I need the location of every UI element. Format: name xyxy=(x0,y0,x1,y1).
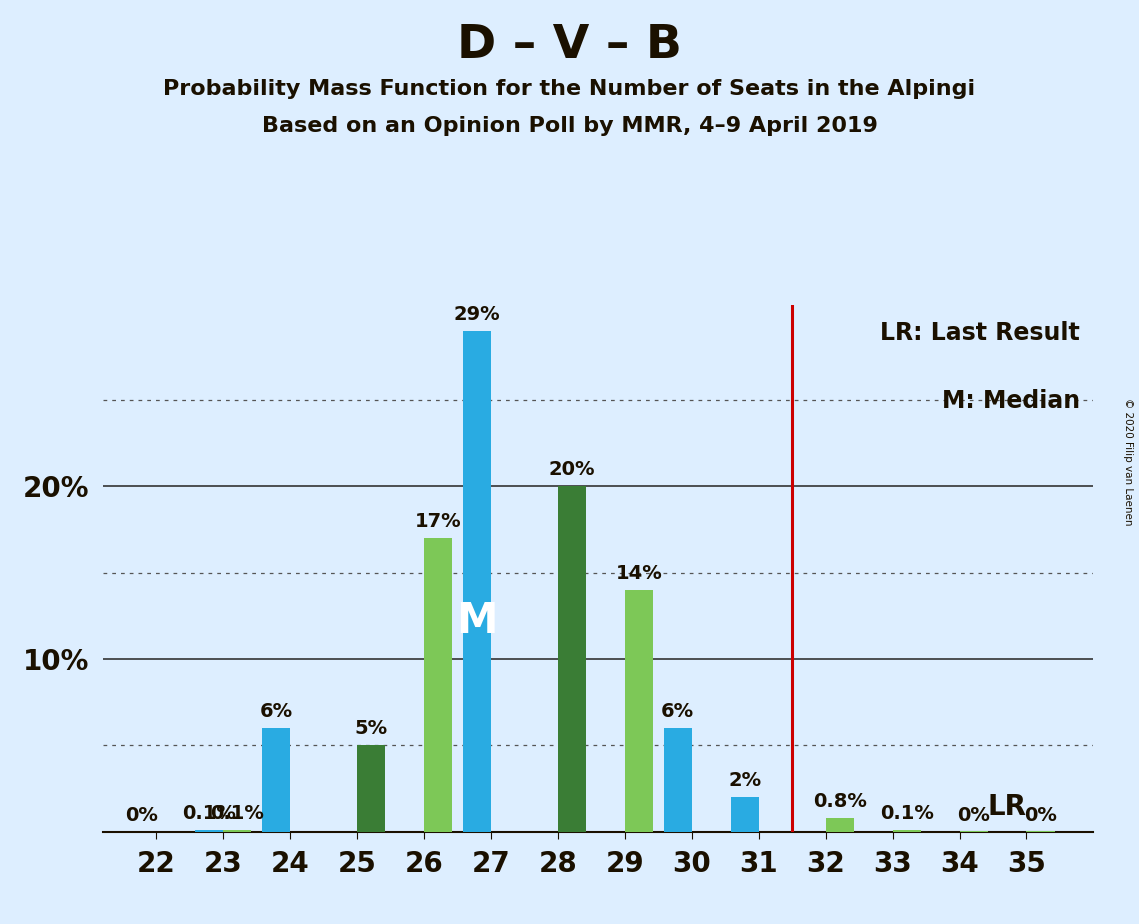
Bar xyxy=(223,830,251,832)
Text: Based on an Opinion Poll by MMR, 4–9 April 2019: Based on an Opinion Poll by MMR, 4–9 Apr… xyxy=(262,116,877,136)
Text: 0%: 0% xyxy=(957,806,990,825)
Bar xyxy=(826,818,854,832)
Bar xyxy=(462,331,491,832)
Bar xyxy=(625,590,653,832)
Text: Probability Mass Function for the Number of Seats in the Alpingi: Probability Mass Function for the Number… xyxy=(163,79,976,99)
Text: LR: Last Result: LR: Last Result xyxy=(880,321,1080,345)
Text: 0.8%: 0.8% xyxy=(813,792,867,811)
Text: 0.1%: 0.1% xyxy=(211,804,264,823)
Text: M: Median: M: Median xyxy=(942,389,1080,413)
Text: 0.1%: 0.1% xyxy=(879,804,934,823)
Bar xyxy=(195,830,223,832)
Bar xyxy=(730,797,759,832)
Text: © 2020 Filip van Laenen: © 2020 Filip van Laenen xyxy=(1123,398,1133,526)
Text: D – V – B: D – V – B xyxy=(457,23,682,68)
Text: 6%: 6% xyxy=(260,702,293,721)
Bar xyxy=(664,728,691,832)
Bar xyxy=(424,538,452,832)
Bar xyxy=(262,728,290,832)
Text: 20%: 20% xyxy=(549,460,595,480)
Text: 14%: 14% xyxy=(615,564,662,583)
Text: 0%: 0% xyxy=(125,806,158,825)
Text: 0%: 0% xyxy=(1024,806,1057,825)
Text: 5%: 5% xyxy=(354,720,387,738)
Bar xyxy=(357,746,385,832)
Text: M: M xyxy=(456,601,498,642)
Bar xyxy=(558,486,585,832)
Text: 17%: 17% xyxy=(415,512,461,531)
Text: LR: LR xyxy=(988,793,1026,821)
Text: 0.1%: 0.1% xyxy=(182,804,236,823)
Text: 2%: 2% xyxy=(728,772,761,790)
Bar xyxy=(893,830,920,832)
Text: 6%: 6% xyxy=(661,702,694,721)
Text: 29%: 29% xyxy=(453,305,500,324)
